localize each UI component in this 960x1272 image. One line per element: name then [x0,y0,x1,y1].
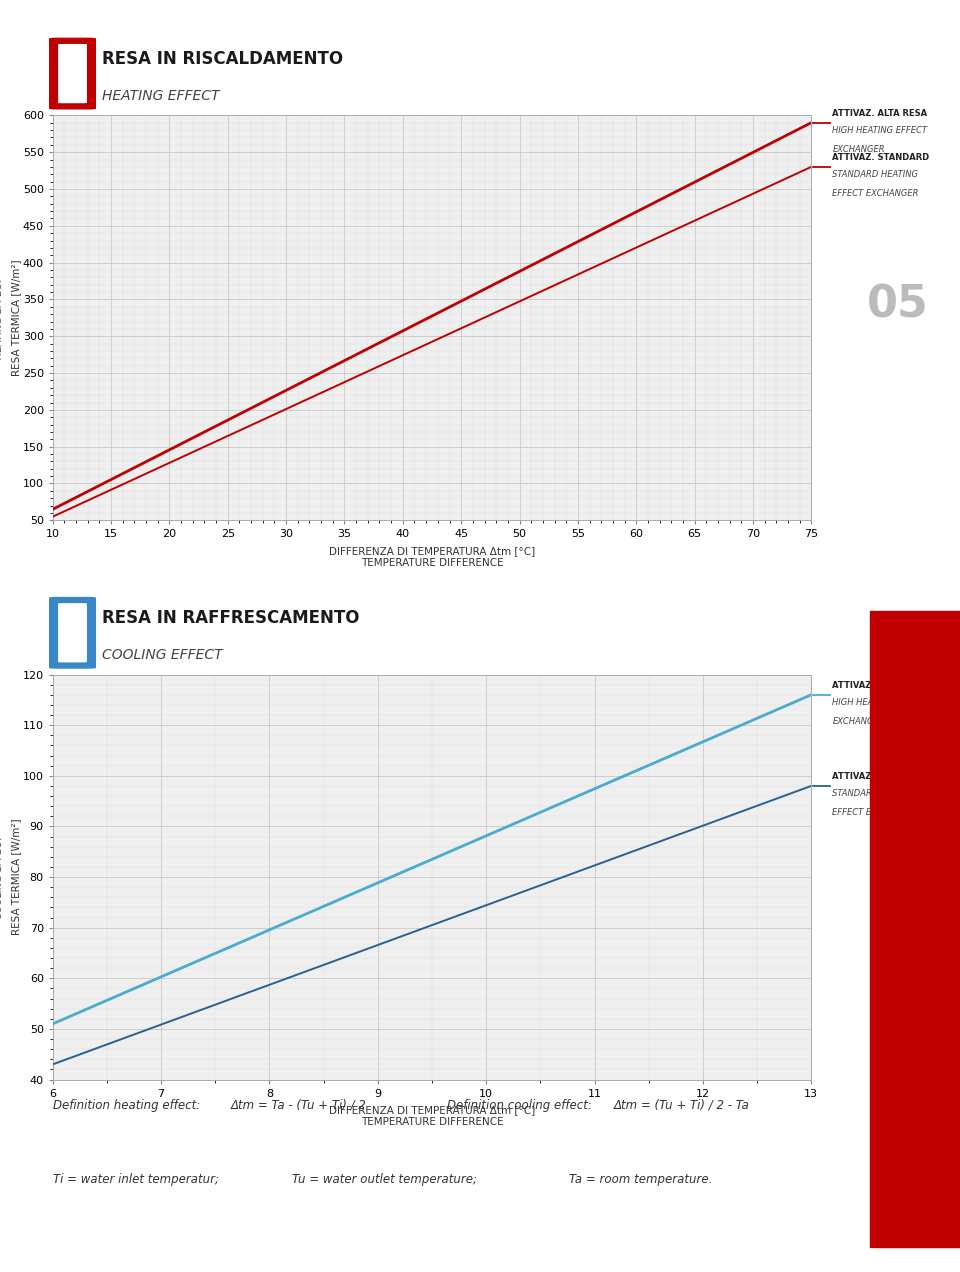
Text: ATTIVAZ. ALTA RESA: ATTIVAZ. ALTA RESA [832,109,927,118]
FancyBboxPatch shape [49,597,96,669]
Text: HIGH HEATING EFFECT: HIGH HEATING EFFECT [832,698,927,707]
Text: EFFECT EXCHANGER: EFFECT EXCHANGER [832,190,919,198]
X-axis label: DIFFERENZA DI TEMPERATURA Δtm [°C]
TEMPERATURE DIFFERENCE: DIFFERENZA DI TEMPERATURA Δtm [°C] TEMPE… [329,1105,535,1127]
Text: ATTIVAZ. STANDARD: ATTIVAZ. STANDARD [832,153,929,162]
Text: Ti = water inlet temperatur;: Ti = water inlet temperatur; [53,1173,219,1186]
Text: Δtm = (Tu + Ti) / 2 - Ta: Δtm = (Tu + Ti) / 2 - Ta [614,1099,750,1112]
Text: HEATING EFFECT: HEATING EFFECT [0,276,4,359]
Text: COOLING EFFECT: COOLING EFFECT [0,834,4,920]
Text: RESA TERMICA [W/m²]: RESA TERMICA [W/m²] [12,259,21,377]
Text: STANDARD HEATING: STANDARD HEATING [832,789,919,799]
Text: RESA IN RISCALDAMENTO: RESA IN RISCALDAMENTO [102,50,344,69]
Text: COOLING EFFECT: COOLING EFFECT [102,647,223,661]
Text: EFFECT EXCHANGER: EFFECT EXCHANGER [832,808,919,817]
Text: Definition cooling effect:: Definition cooling effect: [447,1099,592,1112]
FancyBboxPatch shape [59,603,87,663]
Text: HIGH HEATING EFFECT: HIGH HEATING EFFECT [832,126,927,135]
Text: RESA TERMICA [W/m²]: RESA TERMICA [W/m²] [12,819,21,935]
Text: ATTIVAZ. ALTA RESA: ATTIVAZ. ALTA RESA [832,681,927,689]
Text: Definition heating effect:: Definition heating effect: [53,1099,200,1112]
Text: Ta = room temperature.: Ta = room temperature. [568,1173,712,1186]
Text: HEATING EFFECT: HEATING EFFECT [102,89,220,103]
X-axis label: DIFFERENZA DI TEMPERATURA Δtm [°C]
TEMPERATURE DIFFERENCE: DIFFERENZA DI TEMPERATURA Δtm [°C] TEMPE… [329,546,535,567]
Text: EXCHANGER: EXCHANGER [832,145,885,154]
Text: Tu = water outlet temperature;: Tu = water outlet temperature; [292,1173,477,1186]
FancyBboxPatch shape [59,45,87,103]
Text: STANDARD HEATING: STANDARD HEATING [832,170,919,179]
Text: EXCHANGER: EXCHANGER [832,717,885,726]
Text: RESA IN RAFFRESCAMENTO: RESA IN RAFFRESCAMENTO [102,609,360,627]
Text: ATTIVAZ. STANDARD: ATTIVAZ. STANDARD [832,772,929,781]
Text: 05: 05 [867,284,928,327]
FancyBboxPatch shape [49,38,96,109]
Text: Δtm = Ta - (Tu + Ti) / 2: Δtm = Ta - (Tu + Ti) / 2 [231,1099,367,1112]
